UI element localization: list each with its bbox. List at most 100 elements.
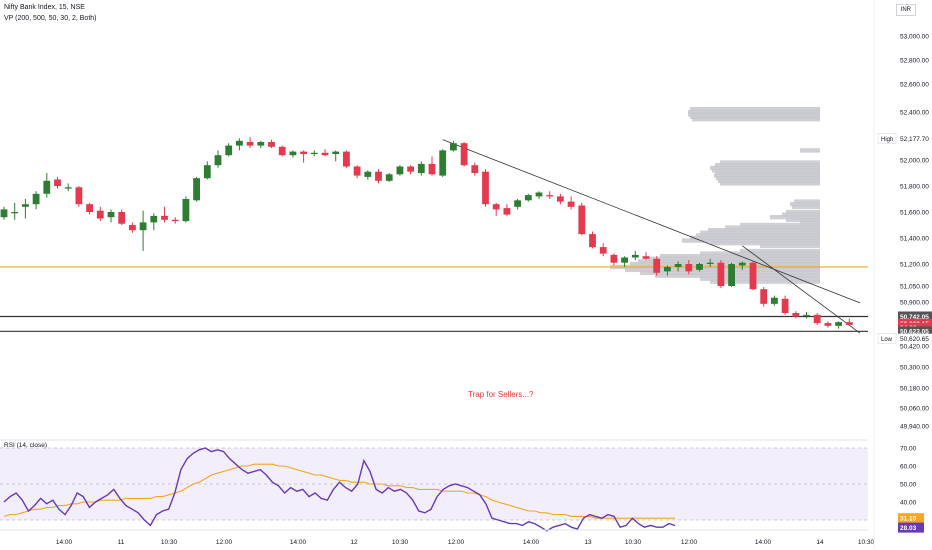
candle-body — [96, 210, 104, 219]
candle-body — [492, 204, 500, 210]
time-tick-label: 14:00 — [755, 539, 772, 546]
volume-profile-bar — [648, 256, 820, 261]
time-tick-label: 12:00 — [216, 539, 233, 546]
time-tick-label: 12:00 — [448, 539, 465, 546]
candle-body — [845, 322, 853, 325]
candle-body — [599, 247, 607, 254]
time-tick-label: 11 — [118, 539, 125, 546]
price-tick-label: 49,940.00 — [900, 424, 929, 431]
trendline — [442, 139, 861, 304]
candle-body — [578, 205, 586, 235]
volume-profile-bar — [690, 235, 820, 241]
price-tag-box — [877, 133, 897, 144]
volume-profile-legend: VP (200, 500, 50, 30, 2, Both) — [4, 15, 97, 22]
time-tick-label: 14 — [816, 539, 824, 546]
candle-body — [728, 264, 735, 286]
candle-body — [428, 163, 436, 175]
price-tick-label: 51,200.00 — [900, 262, 929, 269]
time-tick-label: 10:30 — [858, 539, 875, 546]
volume-profile-bar — [794, 199, 820, 204]
volume-profile-bar — [682, 238, 820, 243]
candle-body — [749, 262, 757, 290]
candle-body — [32, 193, 40, 205]
rsi-tick-label: 70.00 — [900, 446, 917, 453]
price-tag-low: Low — [881, 337, 893, 343]
volume-profile-bar — [786, 217, 820, 222]
rsi-line — [3, 447, 676, 532]
rsi-ma-value-label: 31.10 — [900, 516, 917, 523]
price-tick-label: 50,900.00 — [900, 300, 929, 307]
candle-body — [22, 204, 29, 207]
price-tick-label: 52,600.00 — [900, 82, 929, 89]
candle-body — [771, 297, 778, 304]
candle-body — [482, 171, 489, 205]
candle-body — [139, 222, 147, 231]
candle-body — [150, 215, 158, 223]
candle-body — [514, 200, 521, 207]
price-label-box — [898, 333, 932, 344]
price-tick-label: 51,600.00 — [900, 210, 929, 217]
candle-body — [674, 264, 682, 267]
candle-body — [685, 264, 693, 272]
candle-body — [300, 151, 307, 154]
volume-profile-bar — [712, 168, 820, 173]
volume-profile-bar — [708, 228, 820, 233]
candle-body — [589, 234, 596, 248]
currency-button[interactable]: INR — [895, 4, 916, 16]
price-tick-label: 50,180.00 — [900, 386, 929, 393]
candle-body — [696, 264, 703, 270]
volume-profile-bar — [630, 261, 820, 267]
candle-body — [375, 171, 382, 181]
candle-body — [567, 201, 575, 207]
volume-profile-bar — [700, 230, 820, 235]
trendline — [742, 245, 861, 334]
candle-body — [11, 212, 19, 214]
time-tick-label: 14:00 — [56, 539, 73, 546]
rsi-ma-label-box — [898, 513, 924, 524]
candle-body — [86, 204, 93, 212]
candle-body — [610, 254, 618, 263]
candle-body — [225, 145, 233, 156]
price-tick-label: 50,420.00 — [900, 344, 929, 351]
candle-body — [503, 208, 511, 215]
price-tick-label: 52,000.00 — [900, 158, 929, 165]
rsi-tick-label: 60.00 — [900, 464, 917, 471]
volume-profile-bar — [740, 248, 820, 254]
candle-body — [535, 192, 543, 197]
price-label-high: 52,177.70 — [900, 136, 929, 143]
candle-body — [460, 143, 468, 166]
price-label-line1: 50,742.05 — [900, 314, 929, 321]
time-tick-label: 10:30 — [625, 539, 642, 546]
price-tick-label: 50,060.00 — [900, 406, 929, 413]
price-tick-label: 51,400.00 — [900, 236, 929, 243]
candle-body — [43, 180, 51, 194]
candle-body — [803, 314, 810, 316]
candle-body — [118, 212, 126, 224]
price-label-box — [898, 311, 932, 322]
candle-body — [203, 165, 211, 179]
price-tick-label: 50,300.00 — [900, 365, 929, 372]
volume-profile-bar — [782, 212, 820, 217]
candle-body — [557, 196, 564, 202]
candle-body — [353, 166, 361, 176]
volume-profile-bar — [700, 251, 820, 256]
candle-body — [706, 262, 714, 264]
volume-profile-bar — [716, 176, 820, 181]
candle-body — [653, 258, 661, 273]
candle-body — [631, 254, 639, 258]
rsi-value-label: 28.03 — [900, 525, 917, 532]
volume-profile-bar — [725, 225, 820, 230]
candle-body — [343, 151, 350, 167]
candle-body — [54, 179, 61, 186]
candle-body — [824, 323, 832, 326]
price-label-line2: 50,623.05 — [900, 329, 929, 336]
volume-profile-bar — [740, 222, 820, 228]
price-tag-box — [877, 333, 897, 344]
candle-body — [760, 289, 768, 304]
price-tick-label: 53,000.00 — [900, 34, 929, 41]
candle-body — [0, 209, 8, 218]
candle-body — [450, 143, 457, 151]
candle-body — [717, 262, 725, 286]
symbol-title: Nifty Bank Index, 15, NSE — [4, 4, 85, 11]
